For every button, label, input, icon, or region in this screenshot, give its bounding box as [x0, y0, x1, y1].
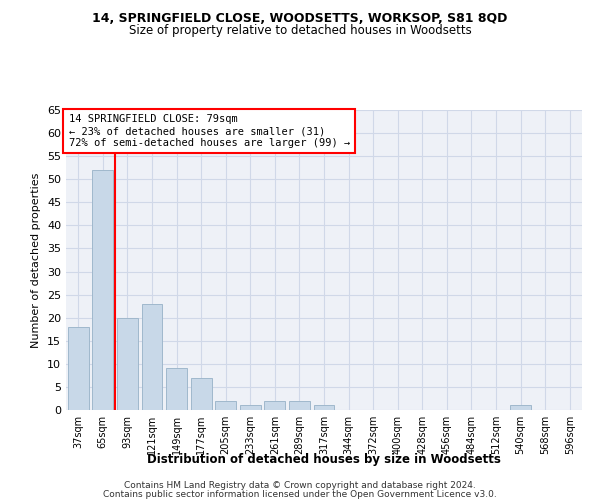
Text: Contains public sector information licensed under the Open Government Licence v3: Contains public sector information licen… [103, 490, 497, 499]
Y-axis label: Number of detached properties: Number of detached properties [31, 172, 41, 348]
Bar [166, 368, 187, 410]
Bar [142, 304, 163, 410]
Bar [240, 406, 261, 410]
Text: Size of property relative to detached houses in Woodsetts: Size of property relative to detached ho… [128, 24, 472, 37]
Bar [510, 406, 531, 410]
Bar [215, 401, 236, 410]
Text: Contains HM Land Registry data © Crown copyright and database right 2024.: Contains HM Land Registry data © Crown c… [124, 481, 476, 490]
Text: 14 SPRINGFIELD CLOSE: 79sqm
← 23% of detached houses are smaller (31)
72% of sem: 14 SPRINGFIELD CLOSE: 79sqm ← 23% of det… [68, 114, 350, 148]
Bar [191, 378, 212, 410]
Bar [92, 170, 113, 410]
Bar [68, 327, 89, 410]
Bar [314, 406, 334, 410]
Bar [265, 401, 286, 410]
Text: 14, SPRINGFIELD CLOSE, WOODSETTS, WORKSOP, S81 8QD: 14, SPRINGFIELD CLOSE, WOODSETTS, WORKSO… [92, 12, 508, 26]
Text: Distribution of detached houses by size in Woodsetts: Distribution of detached houses by size … [147, 452, 501, 466]
Bar [117, 318, 138, 410]
Bar [289, 401, 310, 410]
